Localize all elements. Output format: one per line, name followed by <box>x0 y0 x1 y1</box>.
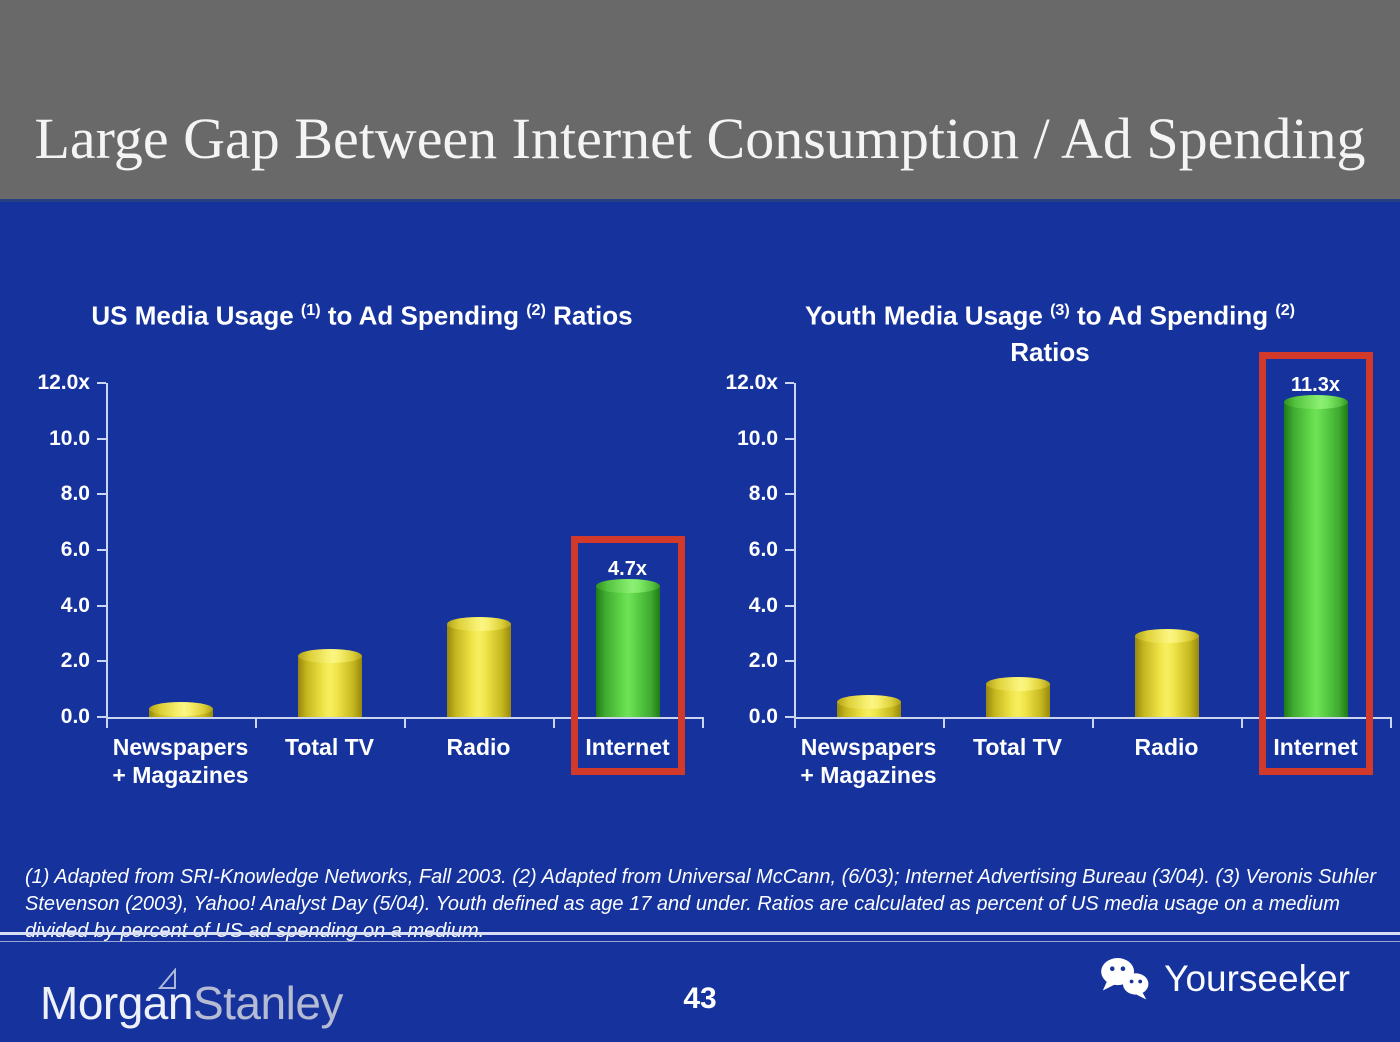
y-axis-label: 4.0 <box>748 593 778 617</box>
partner-brand-name: Yourseeker <box>1164 958 1350 999</box>
chart-title: US Media Usage (1) to Ad Spending (2) Ra… <box>91 300 633 331</box>
x-axis-label-radio: Radio <box>1134 734 1199 760</box>
x-tick-mark <box>106 719 108 728</box>
highlight-box <box>570 536 685 775</box>
bar-radio <box>1134 629 1199 717</box>
x-tick-mark <box>1092 719 1094 728</box>
y-tick-mark <box>785 604 794 607</box>
x-axis-label-internet: Internet <box>585 734 670 760</box>
morgan-stanley-logo: MorganStanley <box>40 968 343 1030</box>
y-tick-mark <box>97 716 106 718</box>
bar-top-cap <box>1283 395 1348 410</box>
bar-top-cap <box>1134 629 1199 644</box>
y-axis-label: 10.0 <box>737 426 778 450</box>
x-axis-label-newspapers-magazines: Newspapers + Magazines <box>800 734 937 788</box>
y-axis-label: 0.0 <box>748 705 778 728</box>
bar-total-tv <box>297 648 362 717</box>
y-axis-label: 6.0 <box>748 538 778 561</box>
page-title: Large Gap Between Internet Consumption /… <box>34 106 1366 171</box>
y-axis-label: 6.0 <box>60 538 90 561</box>
footnote-text: (1) Adapted from SRI-Knowledge Networks,… <box>25 866 1376 942</box>
bar-top-cap <box>595 579 660 594</box>
y-axis-label: 0.0 <box>60 705 90 728</box>
y-tick-mark <box>97 437 106 440</box>
highlight-value-label: 11.3x <box>1291 374 1340 397</box>
bar-top-cap <box>985 676 1050 691</box>
highlight-value-label: 4.7x <box>608 558 647 581</box>
y-tick-mark <box>97 549 106 551</box>
y-axis-label: 4.0 <box>60 593 90 617</box>
x-axis-label-radio: Radio <box>446 734 511 760</box>
y-axis-label: 2.0 <box>748 649 778 673</box>
x-tick-mark <box>404 719 406 728</box>
bar-top-cap <box>446 616 511 631</box>
footer: MorganStanley 43 Yourseeker <box>0 942 1400 1042</box>
highlight-box <box>1258 352 1373 775</box>
brand-word-stanley: Stanley <box>192 977 343 1029</box>
y-axis-label: 8.0 <box>60 482 90 506</box>
x-tick-mark <box>702 719 704 728</box>
bar-newspapers-magazines <box>148 701 213 717</box>
yourseeker-logo: Yourseeker <box>1098 956 1350 1002</box>
x-tick-mark <box>943 719 945 728</box>
footer-divider <box>0 932 1400 942</box>
plot-area <box>794 383 1392 719</box>
y-axis-label: 12.0x <box>37 371 90 394</box>
y-tick-mark <box>97 382 106 384</box>
bar-radio <box>446 616 511 717</box>
y-tick-mark <box>785 716 794 718</box>
y-axis-label: 8.0 <box>748 482 778 506</box>
y-tick-mark <box>785 493 794 496</box>
y-axis-label: 2.0 <box>60 649 90 673</box>
bar-top-cap <box>297 648 362 663</box>
slide-header: Large Gap Between Internet Consumption /… <box>0 0 1400 202</box>
y-axis-label: 10.0 <box>49 426 90 450</box>
x-tick-mark <box>255 719 257 728</box>
bar-top-cap <box>836 694 901 709</box>
page-number: 43 <box>683 982 717 1015</box>
x-tick-mark <box>553 719 555 728</box>
wechat-icon <box>1101 958 1149 1000</box>
y-axis-label: 12.0x <box>725 371 778 394</box>
brand-word-morgan: Morgan <box>40 977 193 1029</box>
y-tick-mark <box>785 437 794 440</box>
bar-newspapers-magazines <box>836 694 901 717</box>
bar-internet <box>595 579 660 717</box>
x-axis-label-total-tv: Total TV <box>284 734 374 760</box>
x-tick-mark <box>1390 719 1392 728</box>
bar-top-cap <box>148 701 213 716</box>
y-tick-mark <box>785 549 794 551</box>
y-tick-mark <box>97 493 106 496</box>
y-tick-mark <box>97 660 106 663</box>
x-axis-label-internet: Internet <box>1273 734 1358 760</box>
y-tick-mark <box>785 382 794 384</box>
x-tick-mark <box>794 719 796 728</box>
triangle-icon <box>157 968 176 989</box>
bar-total-tv <box>985 676 1050 717</box>
chart-title: Youth Media Usage (3) to Ad Spending (2)… <box>804 300 1296 367</box>
y-tick-mark <box>785 660 794 663</box>
x-axis-label-total-tv: Total TV <box>972 734 1062 760</box>
x-tick-mark <box>1241 719 1243 728</box>
plot-area <box>106 383 704 719</box>
bar-internet <box>1283 395 1348 717</box>
y-tick-mark <box>97 604 106 607</box>
x-axis-label-newspapers-magazines: Newspapers + Magazines <box>112 734 249 788</box>
